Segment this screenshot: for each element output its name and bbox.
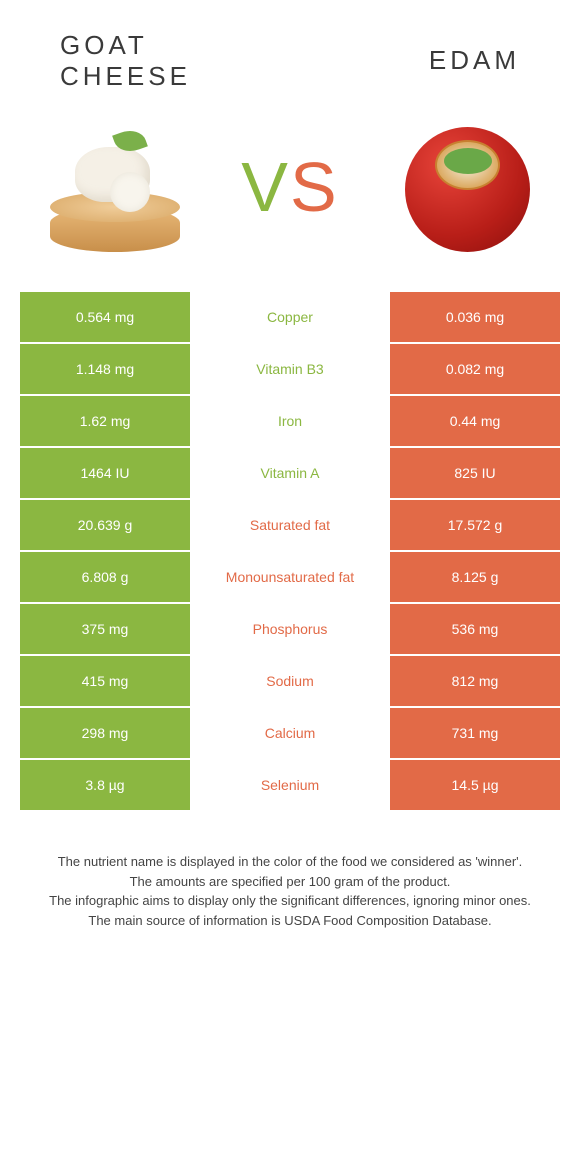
title-left-line2: CHEESE <box>60 61 191 91</box>
table-row: 298 mgCalcium731 mg <box>20 708 560 758</box>
title-right: EDAM <box>290 30 540 76</box>
table-row: 1464 IUVitamin A825 IU <box>20 448 560 498</box>
vs-v: V <box>241 148 290 226</box>
table-row: 375 mgPhosphorus536 mg <box>20 604 560 654</box>
table-row: 1.148 mgVitamin B30.082 mg <box>20 344 560 394</box>
cell-nutrient-name: Selenium <box>190 760 390 810</box>
table-row: 3.8 µgSelenium14.5 µg <box>20 760 560 810</box>
cell-right-value: 731 mg <box>390 708 560 758</box>
cell-nutrient-name: Saturated fat <box>190 500 390 550</box>
cell-nutrient-name: Calcium <box>190 708 390 758</box>
footer-line1: The nutrient name is displayed in the co… <box>40 852 540 872</box>
vs-s: S <box>290 148 339 226</box>
cell-left-value: 1464 IU <box>20 448 190 498</box>
images-row: VS <box>20 112 560 292</box>
cell-nutrient-name: Monounsaturated fat <box>190 552 390 602</box>
table-row: 20.639 gSaturated fat17.572 g <box>20 500 560 550</box>
cell-nutrient-name: Copper <box>190 292 390 342</box>
cell-right-value: 825 IU <box>390 448 560 498</box>
comparison-table: 0.564 mgCopper0.036 mg1.148 mgVitamin B3… <box>20 292 560 810</box>
cell-nutrient-name: Iron <box>190 396 390 446</box>
footer-line3: The infographic aims to display only the… <box>40 891 540 911</box>
table-row: 1.62 mgIron0.44 mg <box>20 396 560 446</box>
cell-right-value: 0.082 mg <box>390 344 560 394</box>
cell-right-value: 536 mg <box>390 604 560 654</box>
cell-nutrient-name: Phosphorus <box>190 604 390 654</box>
table-row: 0.564 mgCopper0.036 mg <box>20 292 560 342</box>
title-right-text: EDAM <box>429 45 520 75</box>
cell-left-value: 298 mg <box>20 708 190 758</box>
cell-left-value: 0.564 mg <box>20 292 190 342</box>
footer: The nutrient name is displayed in the co… <box>20 812 560 950</box>
cell-right-value: 0.036 mg <box>390 292 560 342</box>
vs-label: VS <box>241 147 338 227</box>
footer-line4: The main source of information is USDA F… <box>40 911 540 931</box>
cell-left-value: 415 mg <box>20 656 190 706</box>
title-left-line1: GOAT <box>60 30 148 60</box>
cell-left-value: 1.148 mg <box>20 344 190 394</box>
table-row: 6.808 gMonounsaturated fat8.125 g <box>20 552 560 602</box>
title-left: GOAT CHEESE <box>40 30 290 92</box>
goat-cheese-image <box>40 112 190 262</box>
footer-line2: The amounts are specified per 100 gram o… <box>40 872 540 892</box>
cell-left-value: 6.808 g <box>20 552 190 602</box>
cell-left-value: 1.62 mg <box>20 396 190 446</box>
table-row: 415 mgSodium812 mg <box>20 656 560 706</box>
cell-right-value: 0.44 mg <box>390 396 560 446</box>
cell-nutrient-name: Sodium <box>190 656 390 706</box>
edam-illustration <box>390 112 540 262</box>
header: GOAT CHEESE EDAM <box>20 20 560 112</box>
cell-nutrient-name: Vitamin B3 <box>190 344 390 394</box>
cell-right-value: 812 mg <box>390 656 560 706</box>
cell-left-value: 3.8 µg <box>20 760 190 810</box>
cell-left-value: 20.639 g <box>20 500 190 550</box>
cell-right-value: 8.125 g <box>390 552 560 602</box>
cell-nutrient-name: Vitamin A <box>190 448 390 498</box>
cell-left-value: 375 mg <box>20 604 190 654</box>
cell-right-value: 17.572 g <box>390 500 560 550</box>
goat-cheese-illustration <box>40 112 190 262</box>
edam-image <box>390 112 540 262</box>
cell-right-value: 14.5 µg <box>390 760 560 810</box>
